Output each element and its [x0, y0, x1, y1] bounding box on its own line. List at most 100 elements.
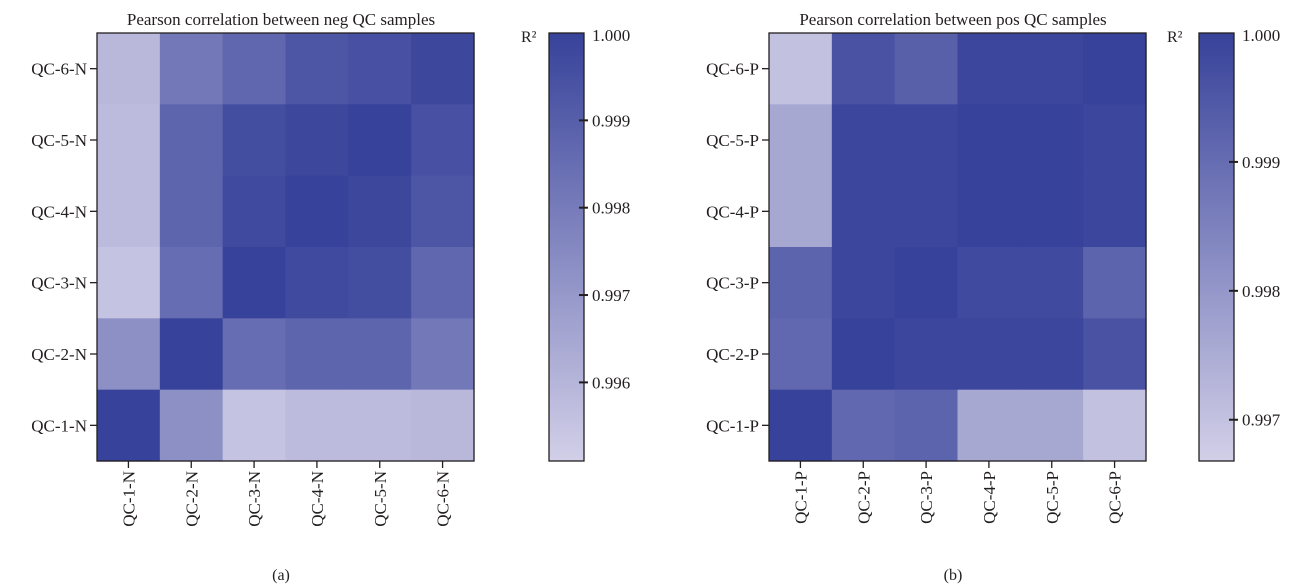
- heatmap-cell: [97, 33, 161, 105]
- colorbar-tick-label: 1.000: [1242, 26, 1280, 45]
- heatmap-panel-b: Pearson correlation between pos QC sampl…: [706, 10, 1281, 584]
- x-tick-label: QC-1-N: [119, 471, 138, 527]
- plot-frame-a: [96, 32, 475, 462]
- colorbar-tick-label: 0.998: [592, 199, 630, 218]
- colorbar-ticks-b: 1.000 0.999 0.998 0.997: [1229, 26, 1281, 430]
- heatmap-cell: [285, 104, 349, 177]
- colorbar-b: [1198, 32, 1235, 462]
- heatmap-cell: [1083, 104, 1147, 177]
- x-tick-label: QC-2-P: [854, 471, 873, 524]
- heatmap-cell: [222, 389, 287, 462]
- y-tick-label: QC-1-N: [31, 416, 87, 435]
- heatmap-cell: [411, 389, 475, 462]
- heatmap-cell: [97, 175, 161, 248]
- heatmap-cell: [222, 247, 287, 319]
- heatmap-cell: [894, 175, 959, 248]
- y-tick-label: QC-4-P: [706, 202, 759, 221]
- x-tick-label: QC-4-P: [980, 471, 999, 524]
- heatmap-cell: [957, 389, 1021, 462]
- heatmap-cell: [1020, 247, 1084, 319]
- colorbar-a: [548, 32, 585, 462]
- x-tick-label: QC-4-N: [308, 471, 327, 527]
- heatmap-cell: [957, 33, 1021, 105]
- heatmap-cell: [957, 318, 1021, 391]
- colorbar-ticks-a: 1.000 0.999 0.998 0.997 0.996: [579, 26, 631, 392]
- heatmap-cell: [97, 247, 161, 319]
- x-tick-label: QC-3-P: [917, 471, 936, 524]
- heatmap-cell: [411, 104, 475, 177]
- heatmap-cell: [1083, 389, 1147, 462]
- heatmap-cell: [159, 389, 224, 462]
- heatmap-cell: [222, 318, 287, 391]
- heatmap-cell: [1083, 175, 1147, 248]
- heatmap-cell: [1020, 389, 1084, 462]
- heatmap-cell: [957, 247, 1021, 319]
- heatmap-cell: [159, 175, 224, 248]
- y-tick-label: QC-4-N: [31, 202, 87, 221]
- heatmap-cell: [831, 33, 896, 105]
- heatmap-cell: [831, 104, 896, 177]
- heatmap-cell: [348, 247, 412, 319]
- heatmap-cell: [97, 318, 161, 391]
- x-tick-label: QC-2-N: [182, 471, 201, 527]
- panel-label-a: (a): [272, 567, 290, 584]
- x-tick-label: QC-1-P: [791, 471, 810, 524]
- y-tick-label: QC-6-N: [31, 60, 87, 79]
- heatmap-cell: [769, 389, 833, 462]
- y-tick-label: QC-5-N: [31, 131, 87, 150]
- heatmap-cell: [831, 389, 896, 462]
- heatmap-cell: [1083, 247, 1147, 319]
- x-tick-label: QC-5-N: [371, 471, 390, 527]
- heatmap-cell: [159, 247, 224, 319]
- heatmap-cell: [348, 104, 412, 177]
- x-axis-b: QC-1-P QC-2-P QC-3-P QC-4-P QC-5-P QC-6-P: [791, 461, 1125, 524]
- heatmap-cell: [159, 104, 224, 177]
- heatmap-cell: [348, 175, 412, 248]
- heatmap-cell: [411, 175, 475, 248]
- x-axis-a: QC-1-N QC-2-N QC-3-N QC-4-N QC-5-N QC-6-N: [119, 461, 453, 527]
- heatmap-cell: [285, 33, 349, 105]
- heatmap-cell: [769, 247, 833, 319]
- y-axis-b: QC-6-P QC-5-P QC-4-P QC-3-P QC-2-P QC-1-P: [706, 60, 769, 435]
- colorbar-tick-label: 0.999: [592, 111, 630, 130]
- x-tick-label: QC-5-P: [1043, 471, 1062, 524]
- plot-frame-b: [768, 32, 1147, 462]
- heatmap-cells-b: [769, 33, 1147, 462]
- y-tick-label: QC-2-P: [706, 345, 759, 364]
- heatmap-cell: [769, 318, 833, 391]
- heatmap-cell: [159, 33, 224, 105]
- heatmap-cells-a: [97, 33, 475, 462]
- heatmap-cell: [348, 318, 412, 391]
- colorbar-label-b: R²: [1167, 29, 1183, 46]
- heatmap-cell: [1020, 33, 1084, 105]
- heatmap-cell: [769, 175, 833, 248]
- heatmap-cell: [831, 175, 896, 248]
- heatmap-cell: [1020, 318, 1084, 391]
- heatmap-cell: [1083, 33, 1147, 105]
- y-tick-label: QC-1-P: [706, 416, 759, 435]
- heatmap-cell: [769, 33, 833, 105]
- heatmap-cell: [285, 389, 349, 462]
- heatmap-panel-a: Pearson correlation between neg QC sampl…: [31, 10, 630, 584]
- heatmap-cell: [831, 247, 896, 319]
- heatmap-cell: [222, 175, 287, 248]
- colorbar-tick-label: 0.996: [592, 373, 630, 392]
- heatmap-cell: [894, 33, 959, 105]
- heatmap-cell: [957, 104, 1021, 177]
- colorbar-tick-label: 0.997: [592, 286, 631, 305]
- heatmap-cell: [411, 33, 475, 105]
- colorbar-tick-label: 1.000: [592, 26, 630, 45]
- y-tick-label: QC-5-P: [706, 131, 759, 150]
- heatmap-cell: [222, 104, 287, 177]
- heatmap-cell: [1083, 318, 1147, 391]
- heatmap-cell: [1020, 104, 1084, 177]
- heatmap-cell: [222, 33, 287, 105]
- heatmap-cell: [97, 104, 161, 177]
- panel-label-b: (b): [944, 567, 963, 584]
- y-tick-label: QC-3-N: [31, 274, 87, 293]
- heatmap-cell: [957, 175, 1021, 248]
- heatmap-cell: [1020, 175, 1084, 248]
- y-tick-label: QC-3-P: [706, 274, 759, 293]
- heatmap-cell: [411, 247, 475, 319]
- colorbar-tick-label: 0.998: [1242, 282, 1280, 301]
